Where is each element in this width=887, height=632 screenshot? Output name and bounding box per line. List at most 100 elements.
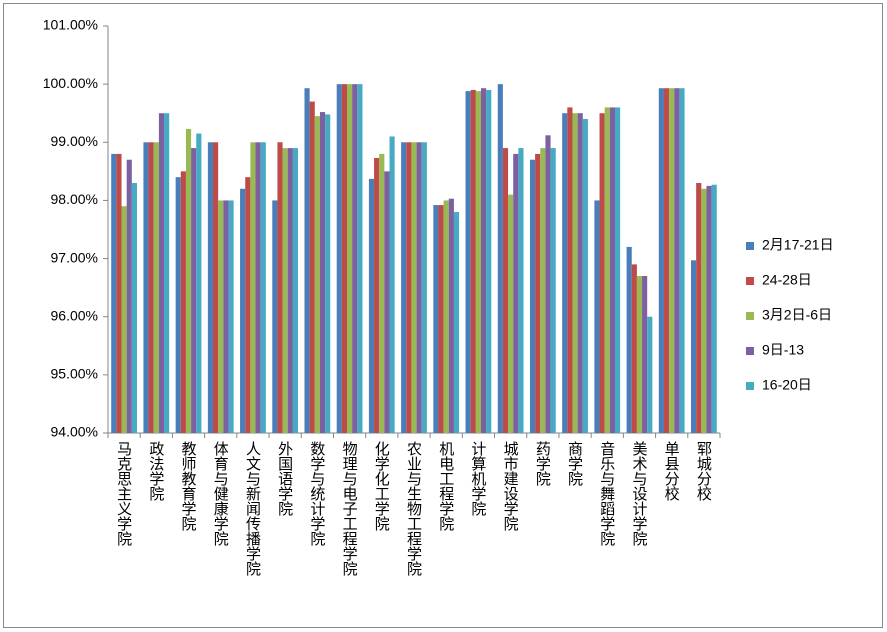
bar [567, 107, 573, 434]
bar [347, 84, 353, 434]
bar [604, 107, 610, 434]
bar [319, 112, 326, 434]
bar [470, 89, 476, 433]
bar [164, 113, 170, 433]
bar [309, 101, 315, 433]
bar [357, 84, 363, 434]
x-tick-label: 体育与健康学院 [212, 441, 230, 547]
bar [658, 88, 664, 433]
bar [158, 113, 165, 433]
x-tick-label: 农业与生物工程学院 [405, 441, 423, 577]
y-tick-label: 100.00% [43, 75, 98, 91]
x-tick-label: 商学院 [566, 441, 584, 487]
bar [433, 205, 439, 433]
legend-label: 3月2日-6日 [762, 307, 832, 323]
y-tick-label: 94.00% [51, 424, 98, 440]
y-tick-label: 101.00% [43, 17, 98, 33]
y-tick-label: 99.00% [51, 133, 98, 149]
x-tick-label: 机电工程学院 [437, 441, 455, 532]
bar [701, 188, 707, 433]
bar [207, 142, 214, 434]
bar [545, 135, 551, 433]
bar [218, 200, 224, 433]
bar [674, 88, 680, 433]
bar [282, 148, 288, 433]
bar [691, 260, 697, 433]
x-tick-label: 外国语学院 [276, 441, 294, 517]
bar [245, 177, 251, 433]
bar [550, 148, 556, 433]
legend-swatch [746, 347, 754, 355]
bar [406, 142, 412, 434]
bar [116, 153, 122, 433]
bar [213, 142, 219, 434]
bar [448, 198, 454, 433]
bar [223, 200, 229, 433]
bar [614, 107, 621, 434]
y-tick-label: 98.00% [51, 191, 98, 207]
bar [175, 177, 181, 433]
bar [486, 89, 492, 433]
legend-swatch [746, 277, 754, 285]
bar [260, 142, 266, 434]
bar [577, 113, 583, 433]
x-tick-label: 计算机学院 [469, 441, 487, 517]
bar [679, 88, 685, 433]
bar [379, 153, 385, 433]
bar [465, 91, 471, 434]
bar [529, 159, 536, 433]
bar [143, 142, 149, 434]
bar [336, 84, 342, 434]
bar [180, 171, 186, 433]
bar [126, 159, 132, 433]
bar [508, 194, 514, 433]
bar [438, 205, 444, 433]
bar [240, 188, 246, 433]
legend-swatch [746, 242, 754, 250]
bar [374, 157, 380, 433]
bar [582, 119, 588, 434]
bar [663, 88, 670, 433]
y-tick-label: 95.00% [51, 366, 98, 382]
bar [292, 148, 299, 433]
x-tick-label: 郓城分校 [695, 441, 713, 501]
bar [669, 88, 675, 433]
x-tick-label: 城市建设学院 [502, 441, 520, 532]
bar [711, 184, 717, 433]
x-tick-label: 化学化工学院 [373, 441, 391, 532]
bar [642, 276, 648, 433]
bar [631, 264, 637, 433]
bar [111, 153, 117, 433]
bar [572, 113, 578, 433]
bar [535, 153, 541, 433]
x-tick-label: 单县分校 [663, 441, 681, 501]
bar [325, 114, 331, 434]
x-tick-label: 教师教育学院 [180, 441, 198, 532]
bar [636, 276, 643, 433]
bar [314, 116, 320, 433]
y-tick-label: 97.00% [51, 249, 98, 265]
bar [594, 200, 600, 433]
bar [696, 182, 702, 433]
bar [272, 200, 278, 433]
x-tick-label: 音乐与舞蹈学院 [598, 441, 616, 547]
bar [540, 148, 546, 433]
bar [304, 88, 310, 433]
bar [352, 84, 358, 434]
x-tick-label: 马克思主义学院 [115, 441, 133, 547]
bar [480, 88, 487, 433]
bar [228, 200, 234, 433]
bar [389, 136, 395, 433]
bar [416, 142, 422, 434]
bar [153, 142, 159, 434]
bar [148, 142, 154, 434]
bar [443, 200, 449, 433]
bar [421, 142, 427, 434]
bar [453, 212, 460, 433]
legend-label: 9日-13 [762, 342, 804, 358]
bar [475, 91, 481, 434]
bar [647, 316, 653, 433]
y-tick-label: 96.00% [51, 307, 98, 323]
bar [706, 185, 712, 433]
